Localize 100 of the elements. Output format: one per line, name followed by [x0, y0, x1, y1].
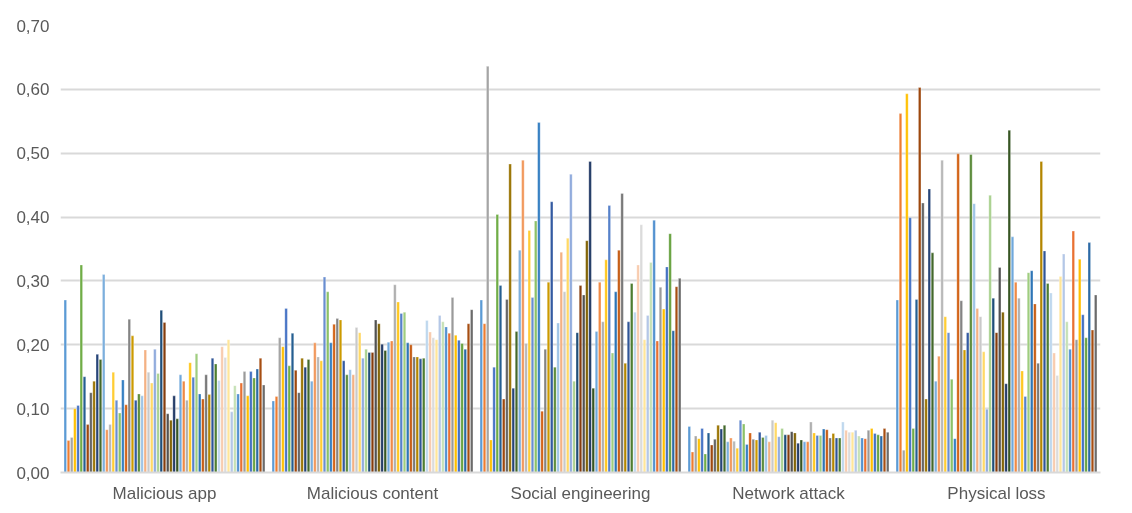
bar — [486, 66, 490, 473]
bar — [211, 358, 214, 473]
bar — [1039, 161, 1043, 473]
x-tick-label: Social engineering — [510, 483, 651, 503]
bar — [899, 113, 902, 473]
bar — [348, 369, 352, 473]
bar — [886, 432, 890, 473]
bar — [630, 283, 634, 473]
bar — [780, 428, 784, 473]
bar — [1087, 242, 1091, 473]
y-tick-label: 0,00 — [16, 463, 50, 483]
bar — [291, 333, 294, 473]
bar — [678, 278, 682, 473]
bar — [159, 310, 163, 473]
bar — [220, 346, 224, 473]
bar — [1030, 270, 1034, 473]
bar — [323, 276, 326, 473]
bar — [927, 188, 931, 473]
bar — [470, 309, 474, 473]
bar — [559, 252, 563, 473]
bar — [998, 267, 1002, 473]
bar — [729, 437, 733, 473]
y-tick-label: 0,40 — [16, 208, 50, 228]
bar — [243, 371, 246, 473]
bar — [771, 419, 774, 473]
bar — [111, 372, 115, 473]
bar — [607, 205, 611, 473]
y-tick-label: 0,50 — [16, 144, 50, 164]
x-tick-label: Network attack — [732, 483, 846, 503]
bar — [1071, 230, 1075, 473]
bar — [687, 426, 691, 473]
bar — [905, 93, 909, 473]
bar — [387, 342, 390, 473]
bar — [758, 432, 762, 473]
bar — [313, 342, 317, 473]
bar — [374, 319, 378, 473]
bar — [204, 374, 208, 473]
bar — [774, 422, 778, 473]
bar — [188, 362, 192, 473]
bar — [425, 320, 429, 473]
bar — [339, 319, 342, 473]
bar — [841, 421, 845, 473]
bar — [739, 419, 742, 473]
bar — [579, 285, 582, 473]
bar — [95, 354, 99, 473]
bar — [393, 284, 397, 473]
y-tick-label: 0,70 — [16, 16, 50, 36]
bar — [1007, 130, 1011, 473]
bar — [652, 220, 656, 473]
bar — [377, 323, 381, 473]
bar — [79, 264, 83, 473]
bar — [799, 439, 803, 473]
bar — [940, 160, 944, 473]
bar — [620, 193, 624, 473]
bar — [227, 339, 230, 473]
bar — [748, 432, 752, 473]
x-tick-label: Malicious content — [306, 483, 439, 503]
bar — [870, 428, 874, 473]
y-tick-label: 0,20 — [16, 335, 50, 355]
bar — [419, 358, 422, 473]
bar — [451, 297, 454, 473]
bar — [732, 441, 736, 473]
bar — [851, 432, 854, 473]
y-tick-label: 0,30 — [16, 271, 50, 291]
bar — [249, 371, 253, 473]
bar — [787, 434, 790, 473]
bar — [307, 359, 310, 473]
bar — [172, 395, 176, 473]
bar — [854, 430, 858, 473]
bar — [537, 122, 541, 473]
bar — [195, 353, 198, 473]
bar — [1062, 253, 1066, 473]
bar — [284, 308, 288, 473]
bar — [723, 425, 726, 473]
bar — [271, 400, 275, 473]
bar — [831, 433, 835, 473]
bar — [127, 319, 131, 473]
bar — [521, 160, 525, 473]
x-tick-label: Physical loss — [947, 483, 1046, 503]
bar — [1078, 259, 1082, 473]
bar — [121, 379, 125, 473]
bar — [550, 201, 554, 473]
bar — [508, 163, 512, 473]
bar — [956, 153, 960, 473]
bar — [143, 349, 147, 473]
bar — [598, 282, 602, 473]
bar — [569, 174, 573, 473]
bar — [659, 287, 662, 473]
bar — [527, 230, 531, 473]
x-tick-label: Malicious app — [112, 483, 217, 503]
y-tick-label: 0,10 — [16, 399, 50, 419]
bar — [867, 430, 870, 473]
bar — [588, 161, 592, 473]
bar — [742, 423, 746, 473]
bar — [300, 358, 304, 473]
bar — [707, 432, 710, 473]
bar — [969, 154, 973, 473]
bar — [479, 299, 483, 473]
bar — [102, 274, 106, 473]
bar — [278, 337, 282, 473]
